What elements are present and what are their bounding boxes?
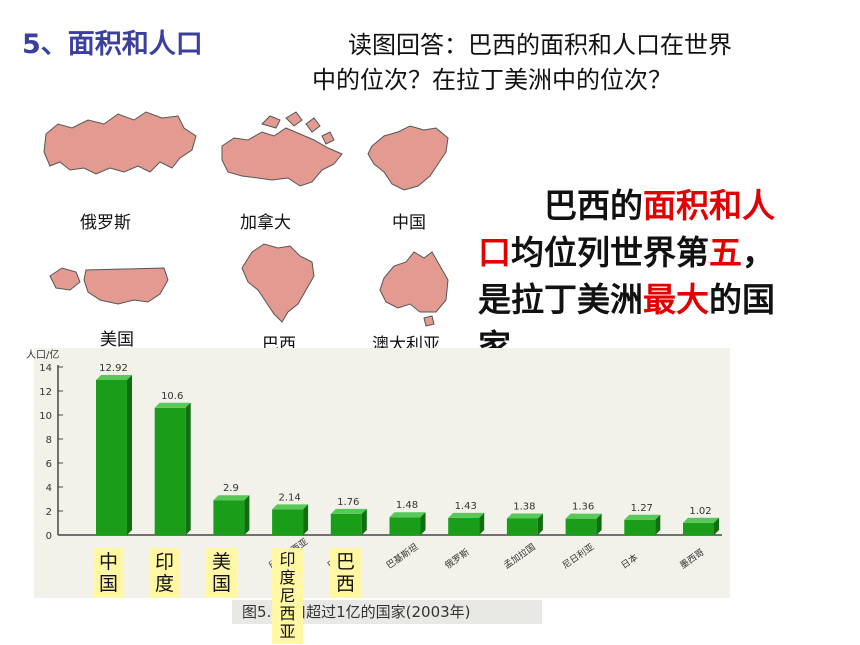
bar-value-label: 2.14 — [278, 492, 300, 503]
bar-top — [565, 513, 602, 519]
answer-line-2: 口均位列世界第五， — [478, 229, 838, 276]
bar — [448, 517, 480, 535]
bottom-label-indonesia: 印度尼西亚 — [272, 548, 303, 644]
bar-top — [448, 512, 485, 518]
alaska-map — [49, 267, 81, 291]
bar — [96, 379, 127, 535]
map-label-usa: 美国 — [100, 330, 134, 350]
x-tick-label: 俄罗斯 — [442, 546, 471, 571]
bar-value-label: 1.48 — [396, 500, 418, 511]
bar-value-label: 1.27 — [631, 503, 653, 514]
bar-side — [420, 512, 426, 535]
x-tick-label: 墨西哥 — [678, 547, 706, 572]
bar-top — [154, 402, 191, 408]
canada-map — [221, 127, 343, 187]
bar-value-label: 1.76 — [337, 497, 359, 508]
bar-side — [596, 513, 602, 535]
bar — [506, 518, 538, 535]
y-tick-label: 6 — [46, 459, 52, 470]
tasmania-map — [423, 315, 435, 327]
slide-title: 5、面积和人口 — [22, 29, 203, 60]
russia-map — [43, 111, 197, 175]
bar-top — [506, 513, 543, 519]
bar-value-label: 1.38 — [513, 501, 535, 512]
bottom-label-brazil: 巴西 — [330, 548, 361, 598]
bar-top — [272, 504, 309, 510]
map-label-canada: 加拿大 — [240, 213, 291, 233]
answer-text-plain: 的国 — [709, 280, 775, 319]
bar — [154, 407, 186, 535]
bar — [565, 518, 597, 535]
bottom-label-usa: 美国 — [206, 548, 237, 598]
y-axis-label: 人口/亿 — [26, 348, 59, 361]
bar — [683, 522, 714, 535]
answer-text-highlight: 面积和人 — [643, 186, 775, 225]
x-tick-label: 孟加拉国 — [501, 541, 537, 571]
usa-map — [83, 267, 169, 305]
y-tick-label: 4 — [46, 483, 52, 494]
bar-side — [185, 402, 191, 535]
bar-value-label: 12.92 — [99, 363, 128, 374]
australia-map — [379, 251, 449, 313]
bar — [272, 509, 304, 535]
china-map — [367, 125, 449, 191]
answer-text-highlight: 五 — [709, 233, 742, 272]
y-tick-label: 0 — [46, 531, 52, 542]
y-tick-label: 10 — [39, 411, 52, 422]
brazil-map — [241, 243, 315, 323]
question-line-2: 中的位次？在拉丁美洲中的位次？ — [312, 66, 672, 94]
canada-islands — [261, 111, 335, 145]
map-label-china: 中国 — [392, 213, 426, 233]
bar — [389, 517, 421, 535]
bar-side — [361, 508, 367, 535]
bar-top — [213, 495, 250, 501]
x-tick-label: 巴基斯坦 — [384, 541, 420, 571]
bar-side — [127, 374, 132, 535]
bar-side — [537, 513, 543, 535]
y-tick-label: 14 — [39, 363, 52, 374]
answer-text-plain: 巴西的 — [544, 186, 643, 225]
bar-top — [389, 512, 426, 518]
answer-text-highlight: 最大 — [643, 280, 709, 319]
answer-text-plain: 是拉丁美洲 — [478, 280, 643, 319]
y-tick-label: 2 — [46, 507, 52, 518]
answer-text-highlight: 口 — [478, 233, 511, 272]
bar-side — [714, 517, 719, 535]
answer-line-3: 是拉丁美洲最大的国 — [478, 276, 838, 323]
bottom-label-india: 印度 — [149, 548, 180, 598]
question-text: 读图回答：巴西的面积和人口在世界 中的位次？在拉丁美洲中的位次？ — [312, 28, 832, 98]
bar-top — [683, 517, 719, 523]
bar-top — [96, 374, 132, 380]
y-tick-label: 12 — [39, 387, 52, 398]
bar-top — [330, 508, 367, 514]
question-line-1: 读图回答：巴西的面积和人口在世界 — [348, 31, 732, 59]
map-label-russia: 俄罗斯 — [80, 213, 131, 233]
bar-value-label: 1.02 — [689, 506, 711, 517]
bar-side — [479, 512, 485, 535]
y-tick-label: 8 — [46, 435, 52, 446]
bar — [330, 513, 362, 535]
bar-side — [655, 514, 661, 535]
answer-text-plain: ， — [742, 233, 775, 272]
bar-top — [624, 514, 661, 520]
bar-value-label: 1.43 — [455, 501, 477, 512]
bar-value-label: 1.36 — [572, 502, 594, 513]
bar-side — [303, 504, 309, 535]
answer-line-1: 巴西的面积和人 — [478, 182, 838, 229]
bottom-label-china: 中国 — [93, 548, 124, 598]
x-tick-label: 日本 — [619, 551, 641, 571]
bar — [624, 519, 656, 535]
bar — [213, 500, 245, 535]
bar-value-label: 2.9 — [223, 483, 239, 494]
bar-side — [244, 495, 250, 535]
x-tick-label: 尼日利亚 — [560, 541, 596, 571]
bar-value-label: 10.6 — [161, 391, 183, 402]
answer-text-plain: 均位列世界第 — [511, 233, 709, 272]
